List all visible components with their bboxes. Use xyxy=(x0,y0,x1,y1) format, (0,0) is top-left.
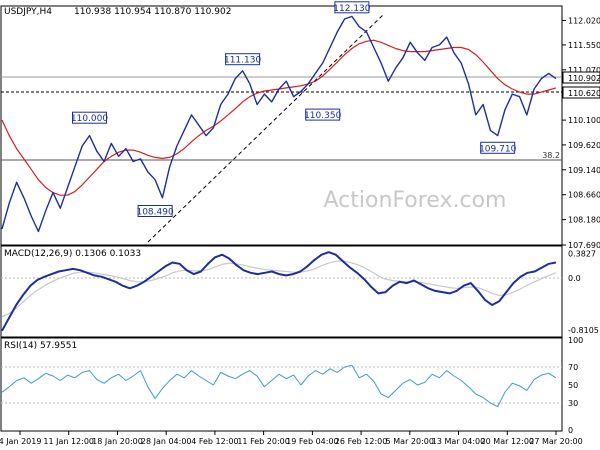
price-axis-tick-label: 107.690 xyxy=(568,241,600,250)
rsi-axis-tick-label: 70 xyxy=(568,363,578,372)
macd-line xyxy=(1,251,557,332)
macd-panel-frame xyxy=(0,245,563,338)
price-label: 110.350 xyxy=(304,111,341,121)
price-panel-frame xyxy=(0,5,563,246)
price-label: 108.490 xyxy=(136,208,173,218)
rsi-axis-tick-label: 30 xyxy=(568,399,578,408)
macd-layer xyxy=(1,251,562,332)
axis-layer: 112.020111.550111.070110.585110.100109.6… xyxy=(0,17,600,447)
rsi-axis-tick-label: 100 xyxy=(568,336,583,345)
x-axis-tick-label: 18 Jan 20:00 xyxy=(92,437,143,446)
price-axis-tick-label: 109.140 xyxy=(568,166,600,175)
rsi-axis-tick-label: 50 xyxy=(568,381,578,390)
macd-title: MACD(12,26,9) 0.1306 0.1033 xyxy=(4,249,141,259)
price-layer: 112.130 111.130 110.350 110.000 108.490 109.7… xyxy=(1,1,557,233)
price-axis-tick-label: 111.070 xyxy=(568,66,600,75)
trendline xyxy=(147,13,385,243)
x-axis-tick-label: 5 Mar 20:00 xyxy=(386,437,434,446)
rsi-title: RSI(14) 57.9551 xyxy=(4,341,77,351)
rsi-layer xyxy=(1,364,562,408)
current-price-box xyxy=(562,71,600,84)
x-axis-tick-label: 4 Jan 2019 xyxy=(0,437,41,446)
price-label-box xyxy=(225,53,261,66)
x-axis-tick-label: 27 Mar 20:00 xyxy=(529,437,582,446)
price-label: 109.710 xyxy=(479,144,516,154)
rsi-panel-frame xyxy=(0,337,563,432)
current-price-label: 110.902 xyxy=(568,74,600,83)
x-axis-tick-label: 11 Jan 12:00 xyxy=(43,437,94,446)
macd-axis-tick-label: 0.0 xyxy=(568,274,581,283)
x-axis-tick-label: 20 Mar 12:00 xyxy=(481,437,534,446)
x-axis-tick-label: 4 Feb 12:00 xyxy=(191,437,238,446)
macd-signal-line xyxy=(1,260,557,318)
fib-label: 38.2 xyxy=(542,151,560,160)
price-label-box xyxy=(72,111,107,124)
price-label: 110.000 xyxy=(71,114,108,124)
x-axis-tick-label: 11 Feb 20:00 xyxy=(237,437,289,446)
rsi-axis-tick-label: 0 xyxy=(568,426,573,435)
price-ohlc: 110.938 110.954 110.870 110.902 xyxy=(74,7,231,17)
price-label-box xyxy=(305,108,341,121)
price-symbol: USDJPY,H4 xyxy=(4,7,52,17)
price-axis-tick-label: 112.020 xyxy=(568,17,600,26)
price-axis-tick-label: 111.550 xyxy=(568,41,600,50)
marked-level-label: 110.620 xyxy=(568,89,600,98)
rsi-line xyxy=(1,364,557,408)
price-label-box xyxy=(480,141,516,154)
macd-axis-tick-label: 0.3827 xyxy=(568,249,596,258)
price-axis-tick-label: 108.660 xyxy=(568,191,600,200)
price-axis-tick-label: 110.100 xyxy=(568,116,600,125)
price-label-box xyxy=(334,1,370,14)
x-axis-tick-label: 19 Feb 04:00 xyxy=(286,437,338,446)
price-line xyxy=(1,15,557,233)
price-label: 111.130 xyxy=(224,56,261,66)
price-axis-tick-label: 108.180 xyxy=(568,216,600,225)
x-axis-tick-label: 13 Mar 04:00 xyxy=(432,437,485,446)
macd-axis-tick-label: -0.8105 xyxy=(568,326,599,335)
marked-level-box xyxy=(562,86,600,99)
price-label: 112.130 xyxy=(333,4,370,14)
x-axis-tick-label: 28 Jan 04:00 xyxy=(141,437,192,446)
price-axis-tick-label: 109.620 xyxy=(568,141,600,150)
price-label-box xyxy=(137,205,173,217)
x-axis-tick-label: 26 Feb 12:00 xyxy=(335,437,387,446)
watermark: ActionForex.com xyxy=(324,188,507,213)
